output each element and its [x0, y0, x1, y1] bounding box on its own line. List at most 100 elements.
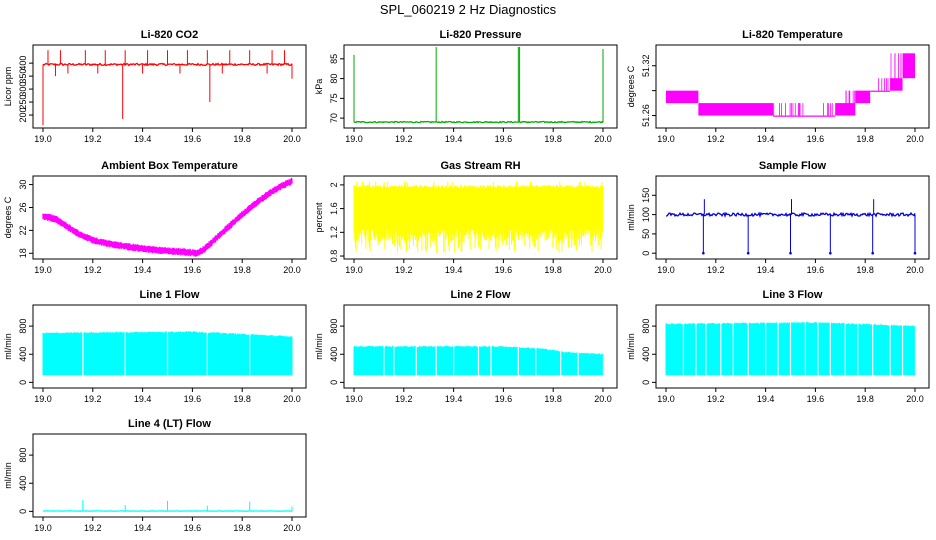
panel-li-820-co2: Li-820 CO2 Licor ppm 19.0 19.2 19.4 19.6 19.8 2…: [3, 29, 307, 144]
x-tick-label: 19.6: [807, 265, 825, 275]
data-band: [870, 90, 891, 92]
y-tick-label: 30: [18, 180, 28, 190]
panel-title: Line 3 Flow: [763, 289, 823, 301]
x-tick-label: 20.0: [283, 134, 301, 144]
data-layer: [353, 46, 604, 124]
data-dip-point: [829, 251, 832, 255]
y-tick-label: 800: [18, 319, 28, 334]
plot-frame: [343, 44, 618, 129]
data-dip-point: [702, 251, 705, 255]
x-tick-label: 19.8: [233, 134, 251, 144]
plot-frame: [32, 433, 307, 518]
data-layer: [42, 500, 293, 512]
x-tick-label: 19.6: [184, 523, 202, 533]
y-axis-label: degrees C: [3, 196, 13, 238]
data-band: [773, 115, 836, 117]
y-tick-label: 350: [18, 69, 28, 84]
y-tick-label: 1.2: [329, 226, 339, 239]
y-tick-label: 800: [641, 319, 651, 334]
y-tick-label: 22: [18, 225, 28, 235]
x-tick-label: 19.4: [445, 394, 463, 404]
y-axis-label: degrees C: [626, 65, 636, 107]
data-layer: [42, 177, 293, 257]
data-layer: [353, 345, 603, 376]
y-tick-label: 400: [18, 476, 28, 491]
data-band: [835, 103, 856, 116]
y-axis-label: ml/min: [314, 333, 324, 360]
x-tick-label: 19.2: [707, 134, 725, 144]
y-axis-label: Licor ppm: [3, 67, 13, 107]
panel-line-3-flow: Line 3 Flow ml/min 19.0 19.2 19.4 19.6 19.8 20.…: [626, 289, 930, 404]
x-tick-label: 19.6: [184, 394, 202, 404]
data-layer: [42, 331, 293, 376]
x-tick-label: 19.4: [757, 134, 775, 144]
x-tick-label: 19.4: [134, 265, 152, 275]
y-tick-label: 0: [18, 380, 28, 385]
panel-line-1-flow: Line 1 Flow ml/min 19.0 19.2 19.4 19.6 19.8 20.…: [3, 289, 307, 404]
x-tick-label: 19.2: [395, 134, 413, 144]
y-axis-label: kPa: [314, 79, 324, 95]
y-tick-label: 150: [641, 188, 651, 203]
x-tick-label: 20.0: [906, 394, 924, 404]
x-tick-label: 19.0: [657, 134, 675, 144]
panel-line-2-flow: Line 2 Flow ml/min 19.0 19.2 19.4 19.6 19.8 20.…: [314, 289, 618, 404]
y-tick-label: 0: [641, 251, 651, 256]
x-tick-label: 20.0: [594, 394, 612, 404]
x-tick-label: 19.8: [544, 134, 562, 144]
panel-li-820-pressure: Li-820 Pressure kPa 19.0 19.2 19.4 19.6 19.8 20…: [314, 29, 618, 144]
y-tick-label: 1.6: [329, 202, 339, 215]
y-tick-label: 100: [641, 207, 651, 222]
data-band: [890, 78, 903, 91]
data-band: [902, 53, 915, 79]
panel-line-4-lt-flow: Line 4 (LT) Flow ml/min 19.0 19.2 19.4 19.6 19…: [3, 418, 307, 533]
x-tick-label: 19.0: [657, 394, 675, 404]
y-tick-label: 18: [18, 248, 28, 258]
x-tick-label: 20.0: [283, 265, 301, 275]
plot-frame: [32, 175, 307, 260]
y-axis-label: percent: [314, 202, 324, 233]
y-tick-label: 0: [18, 509, 28, 514]
y-axis-label: ml/min: [626, 333, 636, 360]
panel-title: Ambient Box Temperature: [101, 160, 238, 172]
x-tick-label: 20.0: [906, 265, 924, 275]
data-series: [353, 120, 604, 124]
y-tick-label: 51.26: [641, 104, 651, 127]
y-tick-label: 75: [329, 93, 339, 103]
data-series: [42, 177, 293, 257]
x-tick-label: 19.0: [34, 134, 52, 144]
x-tick-label: 19.2: [84, 394, 102, 404]
y-tick-label: 80: [329, 74, 339, 84]
data-dip-point: [789, 251, 792, 255]
data-series: [42, 331, 293, 376]
plot-frame: [32, 44, 307, 129]
x-tick-label: 19.6: [495, 394, 513, 404]
y-tick-label: 400: [641, 347, 651, 362]
panel-title: Line 2 Flow: [451, 289, 511, 301]
x-tick-label: 19.8: [856, 265, 874, 275]
panel-li-820-temperature: Li-820 Temperature degrees C 19.0 19.2 19.4 1…: [626, 29, 930, 144]
y-tick-label: 400: [18, 347, 28, 362]
x-tick-label: 20.0: [283, 394, 301, 404]
y-axis-label: ml/min: [626, 204, 636, 231]
x-tick-label: 19.2: [84, 523, 102, 533]
y-tick-label: 85: [329, 54, 339, 64]
plot-frame: [655, 44, 930, 129]
x-tick-label: 19.2: [84, 134, 102, 144]
y-tick-label: 800: [329, 319, 339, 334]
data-series: [353, 345, 603, 376]
x-tick-label: 19.6: [495, 265, 513, 275]
x-tick-label: 19.6: [184, 134, 202, 144]
x-tick-label: 19.8: [233, 265, 251, 275]
x-tick-label: 19.0: [345, 134, 363, 144]
x-tick-label: 20.0: [283, 523, 301, 533]
data-layer: [353, 181, 603, 253]
x-tick-label: 20.0: [594, 134, 612, 144]
panel-title: Line 1 Flow: [140, 289, 200, 301]
panel-title: Li-820 Temperature: [742, 29, 843, 41]
plot-frame: [655, 304, 930, 389]
x-tick-label: 19.0: [34, 523, 52, 533]
y-tick-label: 51.32: [641, 54, 651, 77]
plot-frame: [343, 304, 618, 389]
y-tick-label: 2: [329, 182, 339, 187]
x-tick-label: 19.0: [345, 394, 363, 404]
